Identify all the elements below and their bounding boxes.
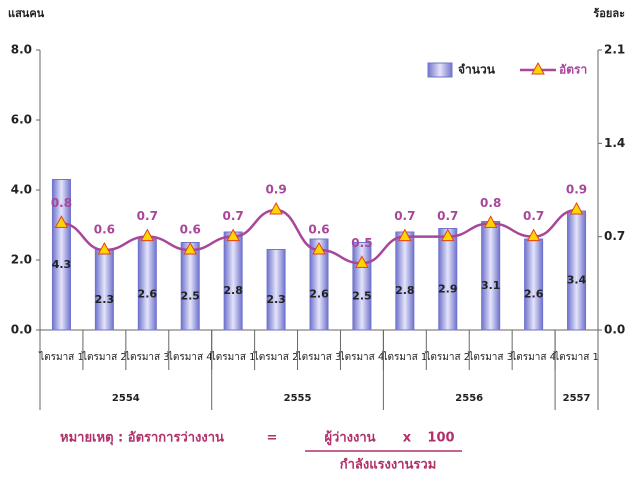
rate-value-label: 0.6: [180, 223, 201, 237]
y2-tick-label: 0.7: [604, 229, 625, 243]
y-axis-label: แสนคน: [8, 7, 45, 20]
legend-marker: [531, 61, 545, 75]
note-label: หมายเหตุ : อัตราการว่างงาน: [60, 431, 224, 446]
rate-marker: [569, 201, 584, 215]
x-tick-label: ไตรมาส 3: [467, 351, 513, 363]
rate-value-label: 0.5: [351, 236, 372, 250]
group-label: 2554: [112, 393, 140, 404]
y-tick-label: 2.0: [11, 253, 32, 267]
note-factor: 100: [427, 431, 454, 446]
x-tick-label: ไตรมาส 4: [167, 351, 213, 363]
rate-value-label: 0.6: [308, 223, 329, 237]
legend-label: จำนวน: [458, 63, 496, 77]
y2-axis-label: ร้อยละ: [593, 7, 625, 20]
rate-value-label: 0.7: [437, 209, 458, 223]
y-tick-label: 8.0: [11, 43, 32, 57]
bar-value-label: 3.4: [567, 274, 587, 287]
group-label: 2556: [455, 393, 483, 404]
rate-value-label: 0.9: [265, 183, 286, 197]
bar: [567, 210, 587, 331]
group-label: 2555: [284, 393, 312, 404]
note-times: x: [403, 431, 412, 446]
note-denominator: กำลังแรงงานรวม: [340, 457, 437, 473]
rate-marker: [226, 228, 240, 242]
legend-label: อัตรา: [559, 63, 587, 77]
rate-marker: [97, 241, 112, 255]
rate-marker: [312, 241, 326, 255]
note-numerator: ผู้ว่างงาน: [324, 430, 375, 446]
rate-marker: [355, 255, 369, 268]
group-label: 2557: [563, 393, 591, 404]
bar: [266, 249, 286, 331]
rate-marker: [398, 228, 412, 242]
x-tick-label: ไตรมาส 1: [210, 351, 256, 363]
bar: [524, 238, 544, 331]
rate-value-label: 0.7: [394, 209, 415, 223]
rate-marker: [54, 215, 69, 228]
y2-tick-label: 1.4: [604, 136, 625, 150]
x-tick-label: ไตรมาส 3: [124, 351, 170, 363]
x-tick-label: ไตรมาส 2: [253, 351, 299, 363]
x-tick-label: ไตรมาส 1: [38, 351, 84, 363]
rate-value-label: 0.8: [51, 196, 72, 210]
note-eq: =: [267, 431, 278, 446]
bar-value-label: 2.6: [138, 288, 158, 301]
x-tick-label: ไตรมาส 1: [381, 351, 427, 363]
x-tick-label: ไตรมาส 2: [81, 351, 127, 363]
x-tick-label: ไตรมาส 4: [510, 351, 556, 363]
bar: [481, 221, 501, 331]
bar-value-label: 2.8: [223, 284, 243, 297]
legend-swatch: [427, 62, 453, 78]
bar: [309, 238, 329, 331]
x-tick-label: ไตรมาส 1: [553, 351, 599, 363]
x-tick-label: ไตรมาส 4: [339, 351, 385, 363]
y-tick-label: 6.0: [11, 113, 32, 127]
bar-value-label: 2.6: [309, 288, 329, 301]
y-tick-label: 4.0: [11, 183, 32, 197]
rate-value-label: 0.7: [137, 209, 158, 223]
bar-value-label: 4.3: [52, 258, 72, 271]
rate-marker: [526, 228, 541, 242]
rate-marker: [183, 241, 198, 255]
rate-value-label: 0.7: [223, 209, 244, 223]
bar: [395, 231, 415, 331]
bar: [51, 179, 71, 331]
rate-value-label: 0.9: [566, 183, 587, 197]
y2-tick-label: 0.0: [604, 323, 625, 337]
bar-value-label: 2.6: [524, 288, 544, 301]
x-tick-label: ไตรมาส 2: [424, 351, 470, 363]
rate-marker: [269, 201, 283, 215]
rate-marker: [483, 215, 498, 228]
bar-value-label: 2.9: [438, 282, 458, 295]
bar: [137, 238, 157, 331]
bar-value-label: 2.5: [352, 289, 372, 302]
rate-value-label: 0.7: [523, 209, 544, 223]
rate-value-label: 0.8: [480, 196, 501, 210]
bar: [223, 231, 243, 331]
bar-value-label: 3.1: [481, 279, 501, 292]
y2-tick-label: 2.1: [604, 43, 625, 57]
bar-value-label: 2.3: [266, 293, 286, 306]
bar: [438, 228, 458, 331]
y-tick-label: 0.0: [11, 323, 32, 337]
rate-value-label: 0.6: [94, 223, 115, 237]
x-tick-label: ไตรมาส 3: [296, 351, 342, 363]
bar-value-label: 2.3: [95, 293, 115, 306]
bar-value-label: 2.5: [180, 289, 200, 302]
bar: [180, 242, 200, 331]
bar: [94, 249, 114, 331]
rate-marker: [140, 228, 155, 242]
rate-marker: [440, 228, 455, 242]
bar-value-label: 2.8: [395, 284, 415, 297]
